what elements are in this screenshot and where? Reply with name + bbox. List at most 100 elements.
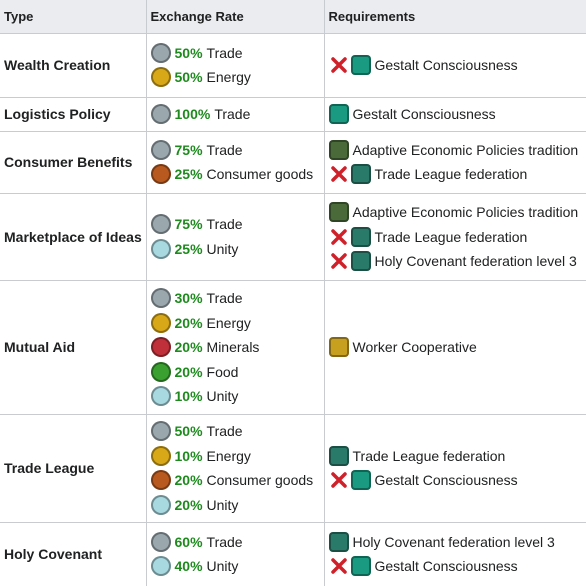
type-cell: Marketplace of Ideas: [0, 193, 147, 281]
rate-percent: 60%: [174, 533, 203, 550]
rate-line: 40% Unity: [150, 554, 320, 579]
requirement-cell: Gestalt Consciousness: [324, 97, 586, 132]
table-row: Trade League 50% Trade 10% Energy 20% Consumer…: [0, 414, 586, 523]
rate-line: 50% Trade: [150, 419, 320, 444]
rate-percent: 25%: [174, 240, 203, 257]
rate-line: 75% Trade: [150, 138, 320, 163]
resource-name: Energy: [206, 69, 251, 86]
rate-percent: 20%: [174, 339, 203, 355]
resource-icon: [150, 361, 171, 382]
not-icon: [330, 472, 347, 488]
table-row: Logistics Policy 100% Trade Gestalt Conscio…: [0, 97, 586, 132]
requirement-cell: Adaptive Economic Policies tradition Trad…: [324, 131, 586, 194]
resource-name: Unity: [206, 496, 239, 513]
not-icon: [330, 253, 347, 269]
resource-icon: [150, 445, 171, 466]
not-icon: [330, 228, 347, 245]
rate-cell: 50% Trade 50% Energy: [146, 33, 325, 98]
rate-percent: 50%: [174, 69, 203, 86]
rate-percent: 75%: [174, 216, 203, 233]
rate-line: 50% Trade: [150, 41, 320, 66]
rate-cell: 100% Trade: [146, 97, 325, 132]
requirement-icon: [350, 55, 371, 75]
requirement-icon: [328, 104, 349, 124]
not-icon: [330, 558, 347, 574]
requirement-line: Gestalt Consciousness: [328, 102, 582, 127]
requirement-text: Gestalt Consciousness: [374, 472, 518, 489]
resource-name: Energy: [206, 447, 251, 464]
rate-line: 60% Trade: [150, 530, 320, 555]
requirement-text: Holy Covenant federation level 3: [374, 253, 577, 269]
resource-name: Trade: [206, 533, 243, 550]
requirement-cell: Worker Cooperative: [324, 280, 586, 415]
requirement-icon: [350, 470, 371, 491]
requirement-line: Trade League federation: [329, 162, 582, 187]
rate-percent: 100%: [174, 106, 211, 122]
requirement-icon: [350, 556, 371, 577]
requirement-icon: [328, 531, 349, 552]
resource-icon: [150, 214, 171, 235]
type-cell: Logistics Policy: [0, 97, 147, 132]
resource-name: Consumer goods: [206, 166, 314, 183]
requirement-text: Trade League federation: [352, 447, 506, 464]
requirement-line: Adaptive Economic Policies tradition: [328, 138, 582, 163]
requirement-line: Trade League federation: [328, 444, 582, 469]
rate-line: 20% Food: [150, 359, 320, 384]
header-row: Type Exchange Rate Requirements: [0, 0, 586, 34]
resource-icon: [150, 337, 171, 357]
requirement-icon: [350, 251, 371, 271]
resource-icon: [150, 164, 171, 185]
resource-icon: [150, 556, 171, 577]
requirement-text: Gestalt Consciousness: [374, 558, 518, 575]
resource-name: Food: [206, 363, 239, 380]
rate-percent: 75%: [174, 141, 203, 158]
rate-percent: 10%: [174, 388, 203, 404]
rate-line: 25% Unity: [150, 237, 320, 262]
rate-percent: 20%: [174, 314, 203, 331]
table-row: Consumer Benefits 75% Trade 25% Consumer goo…: [0, 131, 586, 194]
table-row: Holy Covenant 60% Trade 40% Unity Holy Covena…: [0, 522, 586, 586]
rate-line: 20% Consumer goods: [150, 468, 320, 493]
resource-icon: [150, 421, 171, 442]
requirement-icon: [328, 337, 349, 357]
requirement-text: Trade League federation: [374, 166, 528, 183]
table-row: Marketplace of Ideas 75% Trade 25% Unity Adap…: [0, 193, 586, 281]
requirement-icon: [328, 139, 349, 160]
rate-percent: 10%: [174, 447, 203, 464]
requirement-line: Gestalt Consciousness: [329, 468, 582, 493]
rate-line: 20% Energy: [150, 310, 320, 335]
type-cell: Wealth Creation: [0, 33, 147, 98]
type-cell: Trade League: [0, 414, 147, 523]
resource-icon: [150, 470, 171, 491]
resource-name: Trade: [206, 44, 243, 61]
rate-line: 20% Minerals: [150, 335, 320, 360]
rate-line: 10% Energy: [150, 444, 320, 469]
requirement-line: Holy Covenant federation level 3: [328, 530, 582, 555]
rate-percent: 20%: [174, 496, 203, 513]
rate-line: 100% Trade: [150, 102, 320, 127]
resource-name: Energy: [206, 314, 251, 331]
rate-percent: 20%: [174, 472, 203, 489]
resource-name: Unity: [206, 388, 239, 404]
resource-icon: [150, 386, 171, 406]
requirement-text: Adaptive Economic Policies tradition: [352, 141, 579, 158]
resource-icon: [150, 238, 171, 259]
requirement-cell: Gestalt Consciousness: [324, 33, 586, 98]
rate-line: 50% Energy: [150, 65, 320, 90]
resource-icon: [150, 531, 171, 552]
requirement-icon: [350, 164, 371, 185]
requirement-text: Adaptive Economic Policies tradition: [352, 204, 579, 220]
resource-icon: [150, 312, 171, 333]
type-cell: Consumer Benefits: [0, 131, 147, 194]
requirement-cell: Adaptive Economic Policies tradition Trad…: [324, 193, 586, 281]
resource-name: Trade: [214, 106, 251, 122]
resource-name: Trade: [206, 216, 243, 233]
requirement-line: Adaptive Economic Policies tradition: [328, 200, 582, 225]
resource-name: Consumer goods: [206, 472, 314, 489]
requirement-icon: [328, 202, 349, 222]
resource-name: Unity: [206, 240, 239, 257]
column-header: Exchange Rate: [146, 0, 325, 34]
resource-icon: [150, 494, 171, 515]
